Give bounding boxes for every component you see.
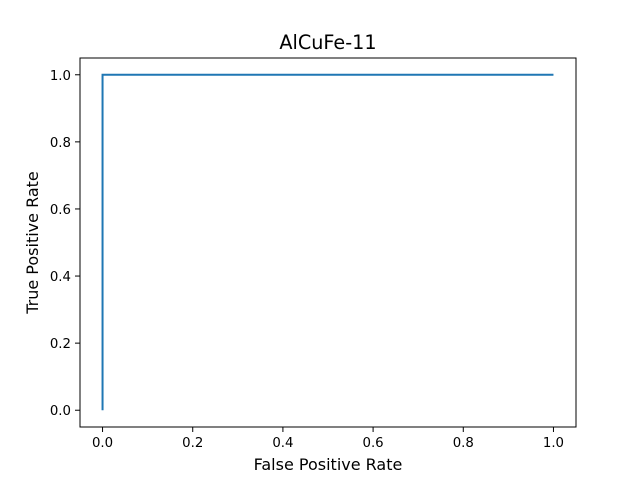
y-tick-label: 0.8 xyxy=(50,136,71,151)
y-axis-label: True Positive Rate xyxy=(23,171,42,315)
roc-curve-line xyxy=(101,73,554,411)
x-tick-label: 1.0 xyxy=(543,436,564,451)
x-tick-label: 0.8 xyxy=(453,436,474,451)
y-tick-label: 0.0 xyxy=(50,404,71,419)
y-tick-label: 0.2 xyxy=(50,337,71,352)
x-tick-label: 0.2 xyxy=(182,436,203,451)
axes-frame xyxy=(79,57,577,428)
y-tick-label: 1.0 xyxy=(50,69,71,84)
x-tick-label: 0.6 xyxy=(363,436,384,451)
x-axis: 0.0 0.2 0.4 0.6 0.8 1.0 xyxy=(92,427,564,451)
x-tick-label: 0.4 xyxy=(272,436,293,451)
y-axis: 0.0 0.2 0.4 0.6 0.8 1.0 xyxy=(50,69,80,419)
y-tick-label: 0.6 xyxy=(50,203,71,218)
plot-area xyxy=(101,73,554,411)
y-tick-label: 0.4 xyxy=(50,270,71,285)
chart-title: AlCuFe-11 xyxy=(279,31,376,54)
x-tick-label: 0.0 xyxy=(92,436,113,451)
x-axis-label: False Positive Rate xyxy=(254,455,403,474)
